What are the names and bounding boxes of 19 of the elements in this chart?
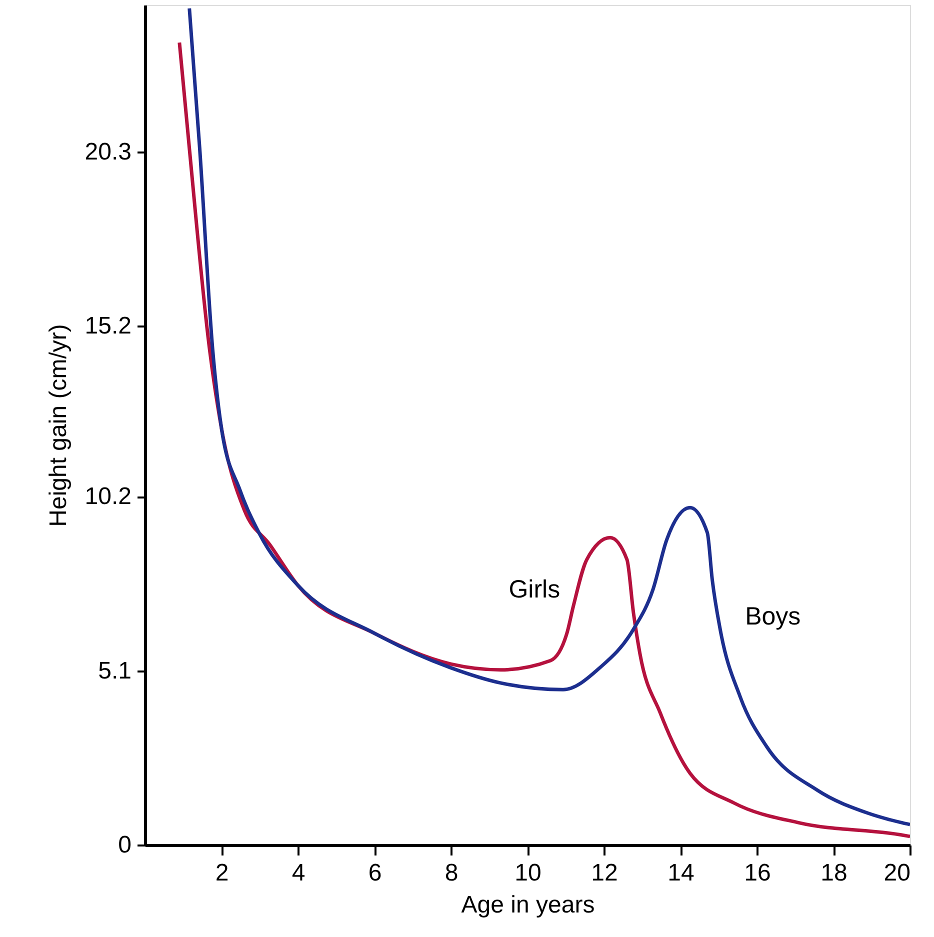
x-tick-label: 6 — [368, 860, 382, 886]
x-tick-label: 20 — [884, 860, 910, 886]
x-tick-label: 4 — [292, 860, 306, 886]
x-tick-label: 2 — [215, 860, 229, 886]
y-tick-label: 0 — [118, 832, 132, 858]
y-tick-label: 10.2 — [84, 483, 132, 510]
y-tick-label: 15.2 — [84, 312, 132, 340]
x-tick-label: 18 — [820, 860, 848, 886]
y-axis-title: Height gain (cm/yr) — [44, 324, 72, 527]
series-label: Boys — [745, 602, 801, 631]
x-tick-label: 8 — [444, 860, 458, 886]
x-tick-label: 14 — [668, 860, 694, 886]
series-label: Girls — [508, 576, 560, 604]
x-tick-label: 16 — [744, 860, 771, 886]
x-tick-label: 10 — [514, 860, 542, 886]
x-tick-label: 12 — [591, 860, 618, 886]
y-tick-label: 5.1 — [98, 657, 132, 684]
x-axis-title: Age in years — [461, 892, 595, 918]
y-tick-label: 20.3 — [84, 138, 132, 166]
